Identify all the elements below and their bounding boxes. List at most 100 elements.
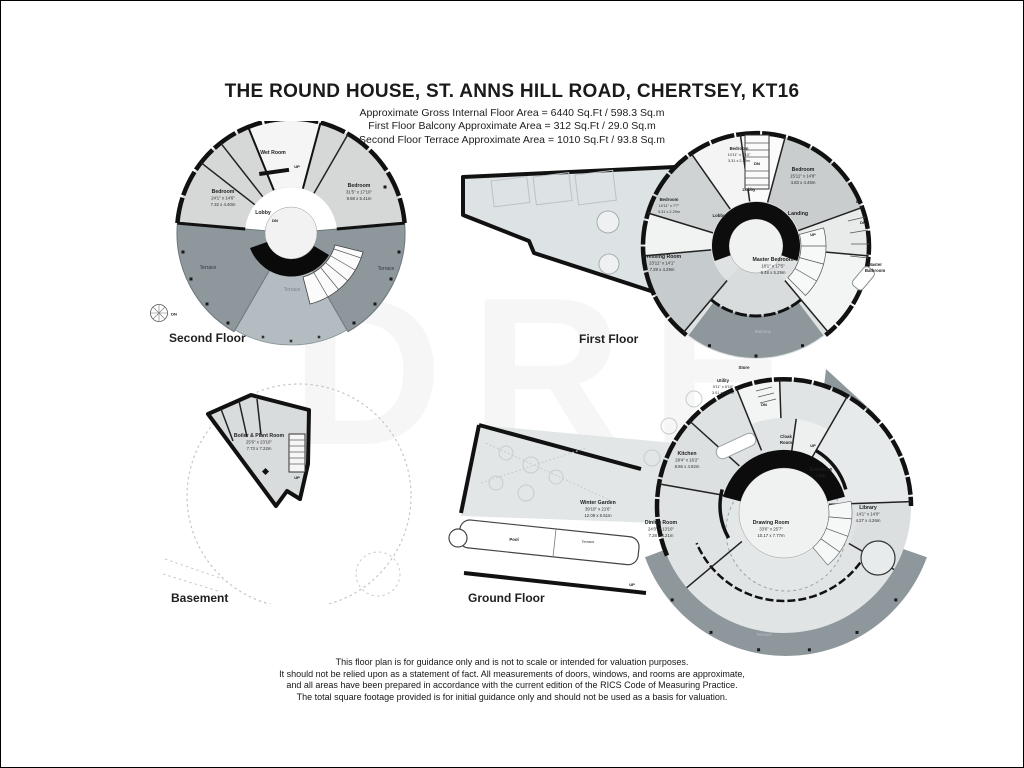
room-label-wet-room: Wet Room [260,150,286,156]
first-floor-balcony [688,301,824,358]
room-label-bedroom-left: Bedroom [660,197,679,202]
room-dims-ft: 9'11" x 8'10" [713,385,734,389]
floor-label-basement: Basement [171,591,229,605]
room-label-cloak-2: Room [780,440,792,445]
room-dims-m: 7.73 x 7.22m [247,446,272,451]
room-dims-ft: 28'4" x 16'2" [675,458,699,463]
room-dims-m: 3.31 x 2.29m [658,210,680,214]
room-label-utility: Utility [717,378,730,383]
terrace-label-right: Terrace [378,266,395,272]
second-floor-terrace-bottom-shape [234,232,348,346]
stair-label-up: UP [294,164,300,169]
terrace-big-label: Terrace [756,632,772,637]
room-label-store: Store [739,365,751,370]
first-floor-stair-core [712,201,827,296]
second-floor-plan: Bedroom 24'1" x 14'6" 7.32 x 4.40m Bedro… [150,121,407,346]
room-dims-ft: 10'11" x 7'10" [728,153,751,157]
area-line-balcony: First Floor Balcony Approximate Area = 3… [368,120,656,133]
room-dims-m: 7.32 x 4.40m [211,202,236,207]
bath-icon [851,266,875,291]
room-dims-ft: 31'5" x 17'10" [346,190,372,195]
room-label-master-bathroom-2: Bathroom [865,268,885,273]
room-dims-ft: 24'1" x 14'6" [211,196,235,201]
room-label-bedroom-left: Bedroom [212,189,235,195]
room-dims-ft: 39'10" x 21'6" [585,507,611,512]
stair-label-up: UP [294,475,300,480]
room-label-entrance-hall-2: Hall [816,474,826,480]
room-label-kitchen: Kitchen [677,451,696,457]
room-dims-m: 8.65 x 4.92m [675,464,700,469]
disclaimer: This floor plan is for guidance only and… [1,657,1023,703]
room-label-master-bedroom: Master Bedroom [753,257,794,263]
room-label-boiler: Boiler & Plant Room [234,433,285,439]
room-dims-m: 4.83 x 4.46m [791,180,816,185]
second-floor-stair-core [250,206,364,305]
room-dims-ft: 33'6" x 25'7" [759,527,783,532]
ground-floor-plan: Store Utility 9'11" x 8'10" 3.01 x 2.67m… [448,365,927,656]
ground-floor-stair-core [723,386,853,566]
disclaimer-line-1: This floor plan is for guidance only and… [335,657,689,667]
room-label-dining-room: Dining Room [645,520,678,526]
basement-ghost-outline [163,383,412,604]
stair-label-up1: UP [765,451,771,456]
room-dims-m: 7.29 x 4.29m [650,267,675,272]
room-label-landing: Landing [788,211,808,217]
ground-floor-plants [643,390,703,467]
room-dims-m: 5.48 x 5.29m [761,270,786,275]
room-label-lobby: Lobby [255,210,271,216]
room-label-master-bathroom: Master [868,262,882,267]
second-floor-spiral-stair-icon [150,304,168,322]
room-dims-m: 4.27 x 4.26m [856,518,881,523]
room-dims-m: 9.58 x 5.41m [347,196,372,201]
room-label-bedroom-top: Bedroom [730,146,749,151]
stair-label-dn-right2: DN [860,220,866,225]
area-line-gross: Approximate Gross Internal Floor Area = … [359,107,665,119]
stair-label-dn-right1: DN [856,199,862,204]
room-label-dressing-room: Dressing Room [643,254,682,260]
room-label-cloak: Cloak [780,434,792,439]
stair-label-up: UP [810,232,816,237]
room-dims-m: 10.17 x 7.77m [757,533,785,538]
ground-floor-winter-garden [448,423,674,595]
page-title: THE ROUND HOUSE, ST. ANNS HILL ROAD, CHE… [224,81,800,102]
second-floor-rooms-band [175,121,407,231]
stair-label-up2: UP [810,443,816,448]
floor-label-first: First Floor [579,332,639,346]
room-dims-ft: 23'11" x 14'1" [649,261,675,266]
room-label-drawing-room: Drawing Room [753,520,790,526]
terrace-label-bottom: Terrace [284,287,301,293]
room-label-bedroom-right: Bedroom [348,183,371,189]
ground-floor-walls [654,376,914,603]
room-dims-m: 7.28 x 4.21m [649,533,674,538]
room-dims-ft: 14'1" x 14'0" [856,512,880,517]
disclaimer-line-3: and all areas have been prepared in acco… [286,680,738,691]
area-line-terrace: Second Floor Terrace Approximate Area = … [359,133,665,146]
disclaimer-line-4: The total square footage provided is for… [296,691,728,702]
first-floor-right-stair [847,216,869,259]
room-label-winter-garden: Winter Garden [580,500,616,506]
first-floor-roof-wedge [461,165,677,293]
room-dims-ft: 15'11" x 14'8" [790,174,816,179]
terrace-label-left: Terrace [200,265,217,271]
floor-label-second: Second Floor [169,331,246,345]
stair-label-up3: UP [629,582,635,587]
disclaimer-line-2: It should not be relied upon as a statem… [279,668,745,679]
room-dims-ft: 24'0" x 13'10" [648,527,674,532]
floor-label-ground: Ground Floor [468,591,545,605]
first-floor-plan: Bedroom 10'11" x 7'10" 3.31 x 2.39m DN B… [461,130,885,359]
room-dims-ft: 25'6" x 23'10" [246,440,272,445]
room-label-entrance-hall: Entrance [810,467,832,473]
room-dims-m: 12.09 x 6.51m [584,513,612,518]
stair-label-dn: DN [761,402,767,407]
stair-label-dn-spiral: DN [171,312,177,317]
room-dims-ft: 18'1" x 17'5" [761,264,785,269]
room-label-lobby-top: Lobby [743,187,756,192]
first-floor-top-stair [744,134,770,190]
balcony-label: Balcony [755,329,772,334]
room-label-bedroom-right: Bedroom [792,167,815,173]
room-label-library: Library [859,505,877,511]
first-floor-walls [640,130,872,337]
room-dims-ft: 10'11" x 7'7" [659,204,680,208]
room-dims-m: 3.01 x 2.67m [712,391,734,395]
stair-label-dn-top: DN [754,161,760,166]
